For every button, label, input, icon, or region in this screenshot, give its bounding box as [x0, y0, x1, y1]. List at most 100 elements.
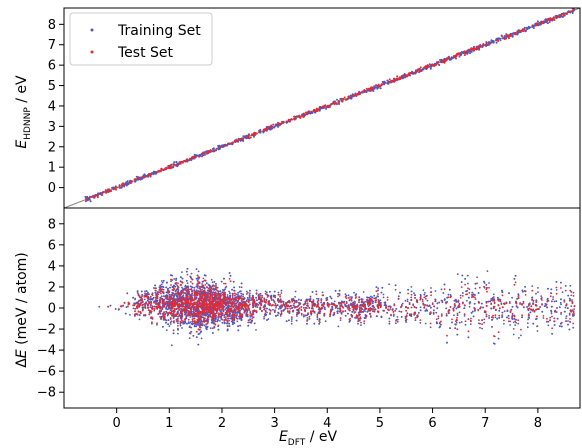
bottom-point-training — [552, 296, 554, 298]
bottom-point-training — [165, 329, 168, 331]
bottom-point-training — [138, 318, 141, 321]
top-point-training — [340, 97, 343, 100]
bottom-point-training — [373, 294, 376, 297]
bottom-point-training — [167, 287, 169, 290]
bottom-point-training — [360, 324, 362, 326]
bottom-point-training — [333, 300, 336, 303]
top-point-test — [202, 151, 205, 154]
top-point-test — [388, 78, 391, 81]
bottom-point-training — [446, 341, 448, 344]
bottom-point-training — [153, 309, 156, 312]
top-point-test — [344, 98, 347, 101]
bottom-point-training — [468, 305, 471, 308]
bottom-point-training — [266, 311, 268, 314]
bottom-point-training — [490, 297, 493, 300]
top-point-training — [376, 87, 379, 90]
top-point-test — [270, 126, 273, 129]
bottom-point-training — [394, 284, 397, 287]
top-point-test — [407, 74, 410, 77]
top-point-test — [133, 178, 136, 181]
bottom-point-training — [339, 319, 342, 321]
bottom-point-training — [181, 286, 183, 289]
bottom-point-training — [348, 309, 351, 312]
bottom-point-training — [247, 292, 249, 294]
bottom-point-training — [424, 292, 426, 294]
top-point-test — [368, 89, 371, 92]
top-point-training — [304, 113, 307, 116]
bottom-point-training — [171, 286, 174, 288]
top-point-test — [546, 18, 549, 21]
top-point-training — [466, 52, 469, 55]
bottom-point-training — [195, 296, 198, 299]
bottom-point-training — [224, 288, 226, 291]
top-point-test — [129, 181, 132, 184]
top-point-training — [400, 76, 403, 79]
bottom-point-training — [154, 284, 157, 287]
bottom-point-training — [277, 308, 280, 310]
top-point-training — [439, 59, 442, 61]
bottom-point-training — [238, 290, 241, 293]
bottom-point-training — [229, 274, 232, 277]
bottom-point-training — [395, 322, 397, 325]
bottom-point-training — [274, 302, 277, 305]
bottom-point-training — [553, 324, 556, 326]
top-point-test — [201, 155, 203, 158]
top-point-test — [414, 70, 417, 73]
top-point-test — [541, 22, 544, 24]
top-point-training — [354, 92, 357, 95]
top-point-test — [121, 183, 123, 186]
top-point-test — [414, 72, 417, 75]
bottom-point-training — [482, 306, 484, 309]
top-point-training — [193, 153, 196, 156]
top-point-test — [367, 88, 370, 91]
bottom-point-training — [560, 281, 562, 284]
top-point-test — [403, 75, 406, 77]
top-point-test — [253, 133, 256, 136]
bottom-point-training — [228, 322, 231, 325]
top-point-test — [255, 132, 258, 135]
bottom-point-training — [453, 314, 455, 317]
bottom-point-training — [567, 323, 569, 326]
top-point-test — [182, 160, 185, 163]
top-point-test — [114, 187, 117, 190]
bottom-point-training — [437, 317, 440, 320]
bottom-point-training — [498, 316, 501, 319]
bottom-point-training — [565, 315, 568, 318]
top-point-training — [523, 26, 526, 29]
bottom-point-training — [181, 327, 183, 329]
bottom-point-training — [175, 277, 178, 280]
bottom-point-training — [568, 297, 571, 300]
bottom-point-training — [251, 315, 254, 317]
top-point-test — [342, 98, 345, 101]
top-point-test — [160, 167, 163, 170]
top-point-test — [516, 30, 519, 33]
top-point-test — [419, 66, 422, 69]
top-point-test — [473, 47, 476, 50]
bottom-point-training — [413, 292, 415, 295]
bottom-point-training — [406, 298, 409, 301]
bottom-point-training — [246, 315, 249, 318]
bottom-point-training — [363, 322, 366, 325]
top-point-test — [190, 159, 193, 162]
bottom-point-training — [216, 286, 219, 289]
bottom-point-training — [542, 317, 545, 319]
top-scatter-points — [63, 7, 581, 209]
top-point-test — [263, 128, 266, 131]
top-point-test — [358, 93, 361, 96]
bottom-point-training — [129, 314, 131, 316]
top-point-test — [554, 15, 557, 17]
top-point-test — [213, 149, 216, 152]
bottom-point-training — [132, 307, 135, 310]
top-point-training — [511, 34, 514, 37]
top-point-training — [495, 41, 498, 44]
top-point-test — [390, 80, 393, 83]
bottom-point-training — [188, 337, 191, 339]
bottom-point-training — [535, 317, 538, 320]
bottom-point-training — [347, 294, 350, 297]
bottom-point-training — [257, 304, 260, 306]
top-point-test — [399, 76, 401, 79]
top-point-test — [102, 191, 105, 193]
bottom-point-training — [248, 294, 251, 296]
bottom-point-training — [422, 289, 425, 292]
top-point-test — [550, 18, 552, 20]
